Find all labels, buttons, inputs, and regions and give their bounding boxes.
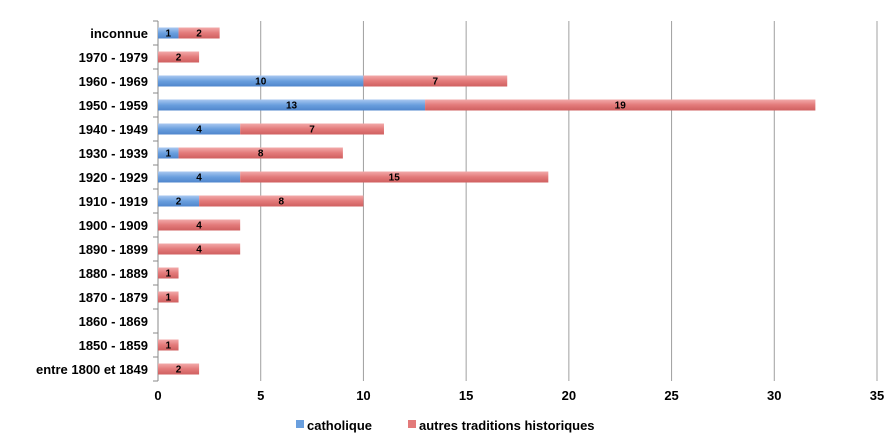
- bar-autres-traditions-historiques-1940-1949: [240, 123, 384, 135]
- category-label-1950-1959: 1950 - 1959: [79, 98, 148, 113]
- category-label-1860-1869: 1860 - 1869: [79, 314, 148, 329]
- data-label-autres-traditions-historiques-1960-1969: 7: [433, 77, 439, 88]
- bar-catholique-1940-1949: [158, 123, 241, 135]
- category-label-1850-1859: 1850 - 1859: [79, 338, 148, 353]
- bar-catholique-1920-1929: [158, 171, 241, 183]
- category-label-1870-1879: 1870 - 1879: [79, 290, 148, 305]
- data-label-catholique-1940-1949: 4: [196, 125, 202, 136]
- data-label-catholique-1930-1939: 1: [165, 149, 171, 160]
- legend-label-catholique: catholique: [307, 418, 372, 433]
- legend: catholique autres traditions historiques: [296, 418, 595, 433]
- data-label-autres-traditions-historiques-1890-1899: 4: [196, 245, 202, 256]
- bar-catholique-inconnue: [158, 27, 179, 39]
- x-tick-label-0: 0: [154, 388, 161, 403]
- data-label-autres-traditions-historiques-1880-1889: 1: [165, 269, 171, 280]
- x-tick-label-5: 5: [257, 388, 264, 403]
- bar-autres-traditions-historiques-1970-1979: [158, 51, 200, 63]
- x-tick-label-10: 10: [356, 388, 370, 403]
- data-label-autres-traditions-historiques-1930-1939: 8: [258, 149, 264, 160]
- bar-autres-traditions-historiques-1880-1889: [158, 267, 179, 279]
- category-label-entre-1800-et-1849: entre 1800 et 1849: [36, 362, 148, 377]
- x-tick-label-35: 35: [870, 388, 884, 403]
- category-label-1890-1899: 1890 - 1899: [79, 242, 148, 257]
- category-label-1910-1919: 1910 - 1919: [79, 194, 148, 209]
- bar-autres-traditions-historiques-1850-1859: [158, 339, 179, 351]
- category-label-1880-1889: 1880 - 1889: [79, 266, 148, 281]
- data-label-autres-traditions-historiques-inconnue: 2: [196, 29, 202, 40]
- data-label-autres-traditions-historiques-1900-1909: 4: [196, 221, 202, 232]
- category-label-1960-1969: 1960 - 1969: [79, 74, 148, 89]
- bar-autres-traditions-historiques-inconnue: [178, 27, 220, 39]
- legend-swatch-autres-traditions-historiques: [408, 420, 416, 428]
- data-label-catholique-inconnue: 1: [165, 29, 171, 40]
- category-label-1970-1979: 1970 - 1979: [79, 50, 148, 65]
- x-tick-label-20: 20: [562, 388, 576, 403]
- bar-catholique-1960-1969: [158, 75, 364, 87]
- category-label-1930-1939: 1930 - 1939: [79, 146, 148, 161]
- category-label-1940-1949: 1940 - 1949: [79, 122, 148, 137]
- bar-autres-traditions-historiques-1950-1959: [425, 99, 816, 111]
- bar-autres-traditions-historiques-entre-1800-et-1849: [158, 363, 200, 375]
- bar-autres-traditions-historiques-1930-1939: [178, 147, 343, 159]
- bars: [158, 27, 816, 375]
- category-axis: inconnue 1970 - 1979 1960 - 1969 1950 - 195…: [36, 26, 148, 377]
- bar-autres-traditions-historiques-1910-1919: [199, 195, 364, 207]
- category-label-inconnue: inconnue: [90, 26, 148, 41]
- data-label-autres-traditions-historiques-1850-1859: 1: [165, 341, 171, 352]
- data-label-autres-traditions-historiques-1970-1979: 2: [176, 53, 182, 64]
- data-label-autres-traditions-historiques-1940-1949: 7: [309, 125, 315, 136]
- bar-autres-traditions-historiques-1960-1969: [363, 75, 508, 87]
- data-label-catholique-1950-1959: 13: [286, 101, 298, 112]
- bar-catholique-1910-1919: [158, 195, 200, 207]
- data-label-autres-traditions-historiques-1920-1929: 15: [389, 173, 401, 184]
- legend-label-autres-traditions-historiques: autres traditions historiques: [419, 418, 595, 433]
- x-tick-label-25: 25: [664, 388, 678, 403]
- bar-autres-traditions-historiques-1870-1879: [158, 291, 179, 303]
- category-label-1920-1929: 1920 - 1929: [79, 170, 148, 185]
- data-label-autres-traditions-historiques-1950-1959: 19: [615, 101, 627, 112]
- bar-catholique-1930-1939: [158, 147, 179, 159]
- bar-autres-traditions-historiques-1900-1909: [158, 219, 241, 231]
- data-label-catholique-1960-1969: 10: [255, 77, 267, 88]
- bar-catholique-1950-1959: [158, 99, 426, 111]
- data-label-catholique-1920-1929: 4: [196, 173, 202, 184]
- x-tick-label-30: 30: [767, 388, 781, 403]
- category-label-1900-1909: 1900 - 1909: [79, 218, 148, 233]
- x-tick-label-15: 15: [459, 388, 473, 403]
- data-labels: 1 2 2 10 7 13 19 4 7 1 8 4 15 2 8 4 4 1 1 1 2: [165, 29, 626, 376]
- data-label-autres-traditions-historiques-1910-1919: 8: [278, 197, 284, 208]
- data-label-catholique-1910-1919: 2: [176, 197, 182, 208]
- value-axis: 0 5 10 15 20 25 30 35: [154, 388, 884, 403]
- data-label-autres-traditions-historiques-1870-1879: 1: [165, 293, 171, 304]
- legend-swatch-catholique: [296, 420, 304, 428]
- data-label-autres-traditions-historiques-entre-1800-et-1849: 2: [176, 365, 182, 376]
- bar-autres-traditions-historiques-1920-1929: [240, 171, 549, 183]
- bar-autres-traditions-historiques-1890-1899: [158, 243, 241, 255]
